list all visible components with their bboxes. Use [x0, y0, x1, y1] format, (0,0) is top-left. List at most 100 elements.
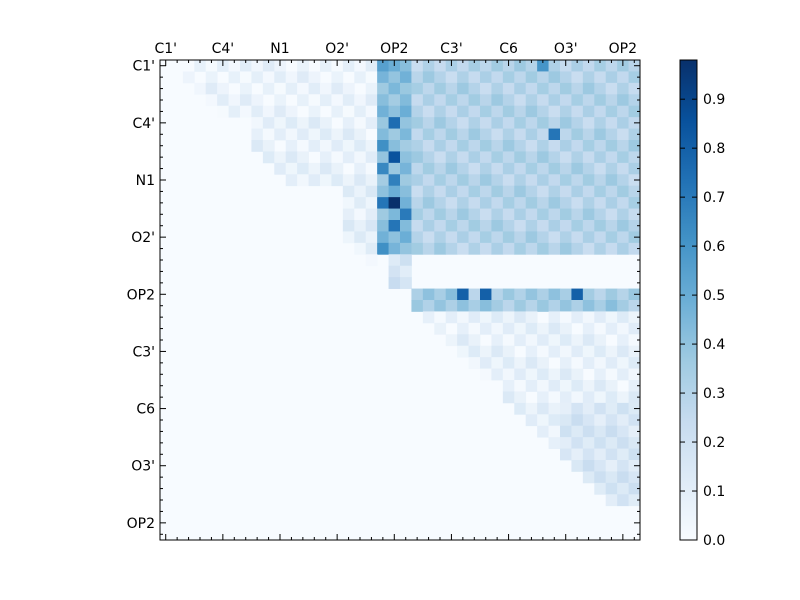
heatmap-cell: [480, 368, 492, 381]
heatmap-cell: [354, 105, 367, 118]
y-tick-label: OP2: [127, 516, 155, 532]
heatmap-cell: [491, 368, 504, 381]
heatmap-cell: [571, 140, 584, 152]
heatmap-cell: [342, 60, 355, 72]
heatmap-cell: [365, 208, 378, 221]
heatmap-cell: [582, 322, 595, 335]
heatmap-cell: [491, 231, 504, 244]
heatmap-cell: [262, 60, 275, 72]
heatmap-cell: [491, 117, 504, 129]
heatmap-cell: [354, 162, 367, 175]
heatmap-cell: [605, 288, 618, 301]
heatmap-cell: [388, 128, 401, 141]
heatmap-cell: [365, 140, 378, 152]
colorbar-tick-label: 0.2: [703, 435, 725, 451]
heatmap-cell: [457, 151, 469, 164]
heatmap-cell: [502, 288, 515, 301]
heatmap-cell: [525, 334, 538, 347]
heatmap-cell: [594, 391, 607, 404]
heatmap-cell: [605, 151, 618, 164]
heatmap-cell: [445, 334, 458, 347]
heatmap-cell: [342, 140, 355, 152]
heatmap-cell: [548, 197, 561, 209]
heatmap-cell: [377, 220, 389, 232]
heatmap-cell: [354, 197, 367, 209]
heatmap-cell: [617, 185, 629, 198]
y-tick-label: N1: [136, 173, 155, 189]
heatmap-cell: [388, 254, 401, 267]
heatmap-cell: [320, 151, 332, 164]
heatmap-cell: [228, 71, 241, 84]
heatmap-cell: [582, 185, 595, 198]
heatmap-cell: [582, 391, 595, 404]
heatmap-cell: [400, 231, 412, 244]
heatmap-cell: [468, 71, 481, 84]
heatmap-cell: [537, 197, 549, 209]
heatmap-cell: [628, 494, 641, 507]
heatmap-cell: [400, 151, 412, 164]
heatmap-cell: [422, 105, 435, 118]
heatmap-cell: [514, 185, 527, 198]
heatmap-cell: [434, 300, 447, 312]
heatmap-cell: [468, 334, 481, 347]
heatmap-cell: [525, 231, 538, 244]
heatmap-cell: [571, 242, 584, 255]
heatmap-cell: [411, 162, 424, 175]
heatmap-cell: [308, 162, 321, 175]
heatmap-cell: [194, 82, 207, 95]
heatmap-cell: [365, 60, 378, 72]
heatmap-cell: [617, 334, 629, 347]
heatmap-cell: [377, 82, 389, 95]
heatmap-cell: [571, 460, 584, 472]
heatmap-cell: [411, 242, 424, 255]
heatmap-cell: [320, 162, 332, 175]
heatmap-cell: [537, 94, 549, 107]
heatmap-cell: [571, 162, 584, 175]
heatmap-cell: [308, 128, 321, 141]
heatmap-cell: [388, 82, 401, 95]
heatmap-cell: [491, 220, 504, 232]
heatmap-cell: [514, 300, 527, 312]
heatmap-cell: [388, 231, 401, 244]
heatmap-cell: [468, 128, 481, 141]
heatmap-cell: [594, 128, 607, 141]
heatmap-cell: [571, 128, 584, 141]
heatmap-cell: [594, 471, 607, 484]
heatmap-cell: [297, 94, 309, 107]
heatmap-cell: [217, 94, 229, 107]
heatmap-cell: [525, 345, 538, 358]
heatmap-cell: [422, 151, 435, 164]
heatmap-cell: [502, 71, 515, 84]
heatmap-cell: [582, 460, 595, 472]
heatmap-cell: [514, 357, 527, 369]
heatmap-cell: [445, 174, 458, 187]
y-tick-label: O2': [131, 230, 155, 246]
heatmap-cell: [548, 185, 561, 198]
heatmap-cell: [434, 128, 447, 141]
heatmap-cell: [525, 140, 538, 152]
heatmap-cell: [594, 402, 607, 415]
heatmap-cell: [617, 208, 629, 221]
heatmap-cell: [377, 162, 389, 175]
heatmap-cell: [434, 105, 447, 118]
heatmap-cell: [571, 105, 584, 118]
heatmap-cell: [491, 128, 504, 141]
heatmap-cell: [605, 345, 618, 358]
heatmap-cell: [262, 140, 275, 152]
heatmap-cell: [400, 197, 412, 209]
heatmap-cell: [240, 105, 252, 118]
heatmap-cell: [548, 300, 561, 312]
heatmap-cell: [251, 140, 264, 152]
heatmap-cell: [537, 334, 549, 347]
heatmap-cell: [457, 208, 469, 221]
heatmap-cell: [628, 140, 641, 152]
heatmap-cell: [422, 231, 435, 244]
heatmap-cell: [571, 300, 584, 312]
heatmap-cell: [582, 345, 595, 358]
heatmap-cell: [285, 128, 298, 141]
heatmap-cell: [582, 117, 595, 129]
heatmap-cell: [468, 220, 481, 232]
heatmap-cell: [582, 174, 595, 187]
heatmap-cell: [502, 94, 515, 107]
heatmap-cell: [525, 242, 538, 255]
